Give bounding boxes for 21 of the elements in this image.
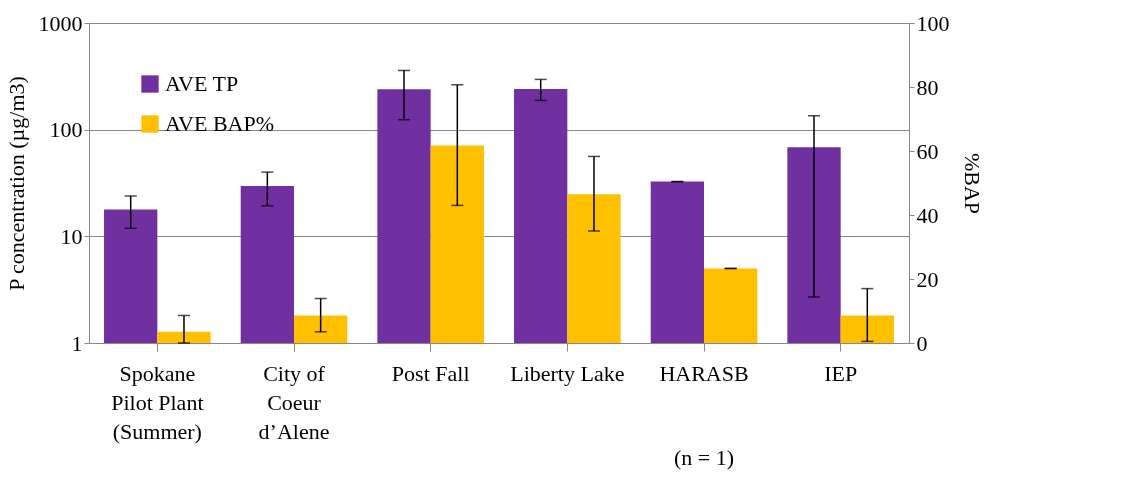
y2-tick-label: 20 <box>916 266 939 292</box>
y-tick-label: 1 <box>71 330 83 356</box>
x-tick-label: Liberty Lake <box>510 360 625 386</box>
y-axis-title: P concentration (µg/m3) <box>3 76 29 291</box>
y-tick-label: 10 <box>60 223 83 249</box>
y2-tick-label: 40 <box>916 202 939 228</box>
text: (n = 1) <box>673 445 735 470</box>
y-tick-label: 100 <box>49 117 83 143</box>
y2-tick-label: 80 <box>916 74 939 100</box>
legend-label: AVE BAP% <box>165 111 275 136</box>
y-tick-label: 1000 <box>38 10 83 36</box>
x-tick-label: City of Coeur d’Alene <box>258 360 330 444</box>
y2-tick-label: 60 <box>916 138 939 164</box>
x-tick-label: Spokane Pilot Plant (Summer) <box>111 360 204 444</box>
y2-tick-label: 100 <box>916 10 950 36</box>
y2-axis-title: %BAP <box>959 152 985 215</box>
x-tick-label: HARASB <box>659 360 749 386</box>
x-tick-label: Post Fall <box>391 360 470 386</box>
legend-label: AVE TP <box>165 71 239 96</box>
y2-tick-label: 0 <box>916 330 928 356</box>
x-tick-label: IEP <box>824 360 858 386</box>
